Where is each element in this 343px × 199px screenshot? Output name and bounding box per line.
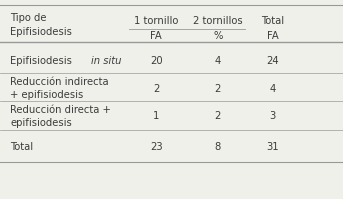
Text: 2: 2: [153, 84, 159, 94]
Text: 24: 24: [267, 56, 279, 66]
Text: 4: 4: [215, 56, 221, 66]
Text: 23: 23: [150, 142, 162, 152]
Text: 1: 1: [153, 111, 159, 121]
Text: Total: Total: [10, 142, 33, 152]
Text: 20: 20: [150, 56, 162, 66]
Text: 1 tornillo: 1 tornillo: [134, 16, 178, 26]
Text: Reducción indirecta
+ epifisiodesis: Reducción indirecta + epifisiodesis: [10, 77, 109, 100]
Text: 2: 2: [215, 111, 221, 121]
Text: 3: 3: [270, 111, 276, 121]
Text: FA: FA: [150, 31, 162, 41]
Text: 8: 8: [215, 142, 221, 152]
Text: 2: 2: [215, 84, 221, 94]
Text: Total: Total: [261, 16, 284, 26]
Text: in situ: in situ: [91, 56, 121, 66]
Text: 31: 31: [267, 142, 279, 152]
Text: Reducción directa +
epifisiodesis: Reducción directa + epifisiodesis: [10, 105, 111, 128]
Text: Epifisiodesis: Epifisiodesis: [10, 56, 75, 66]
Text: %: %: [213, 31, 223, 41]
Text: Tipo de
Epifisiodesis: Tipo de Epifisiodesis: [10, 13, 72, 37]
Text: 2 tornillos: 2 tornillos: [193, 16, 243, 26]
Text: 4: 4: [270, 84, 276, 94]
Text: FA: FA: [267, 31, 279, 41]
